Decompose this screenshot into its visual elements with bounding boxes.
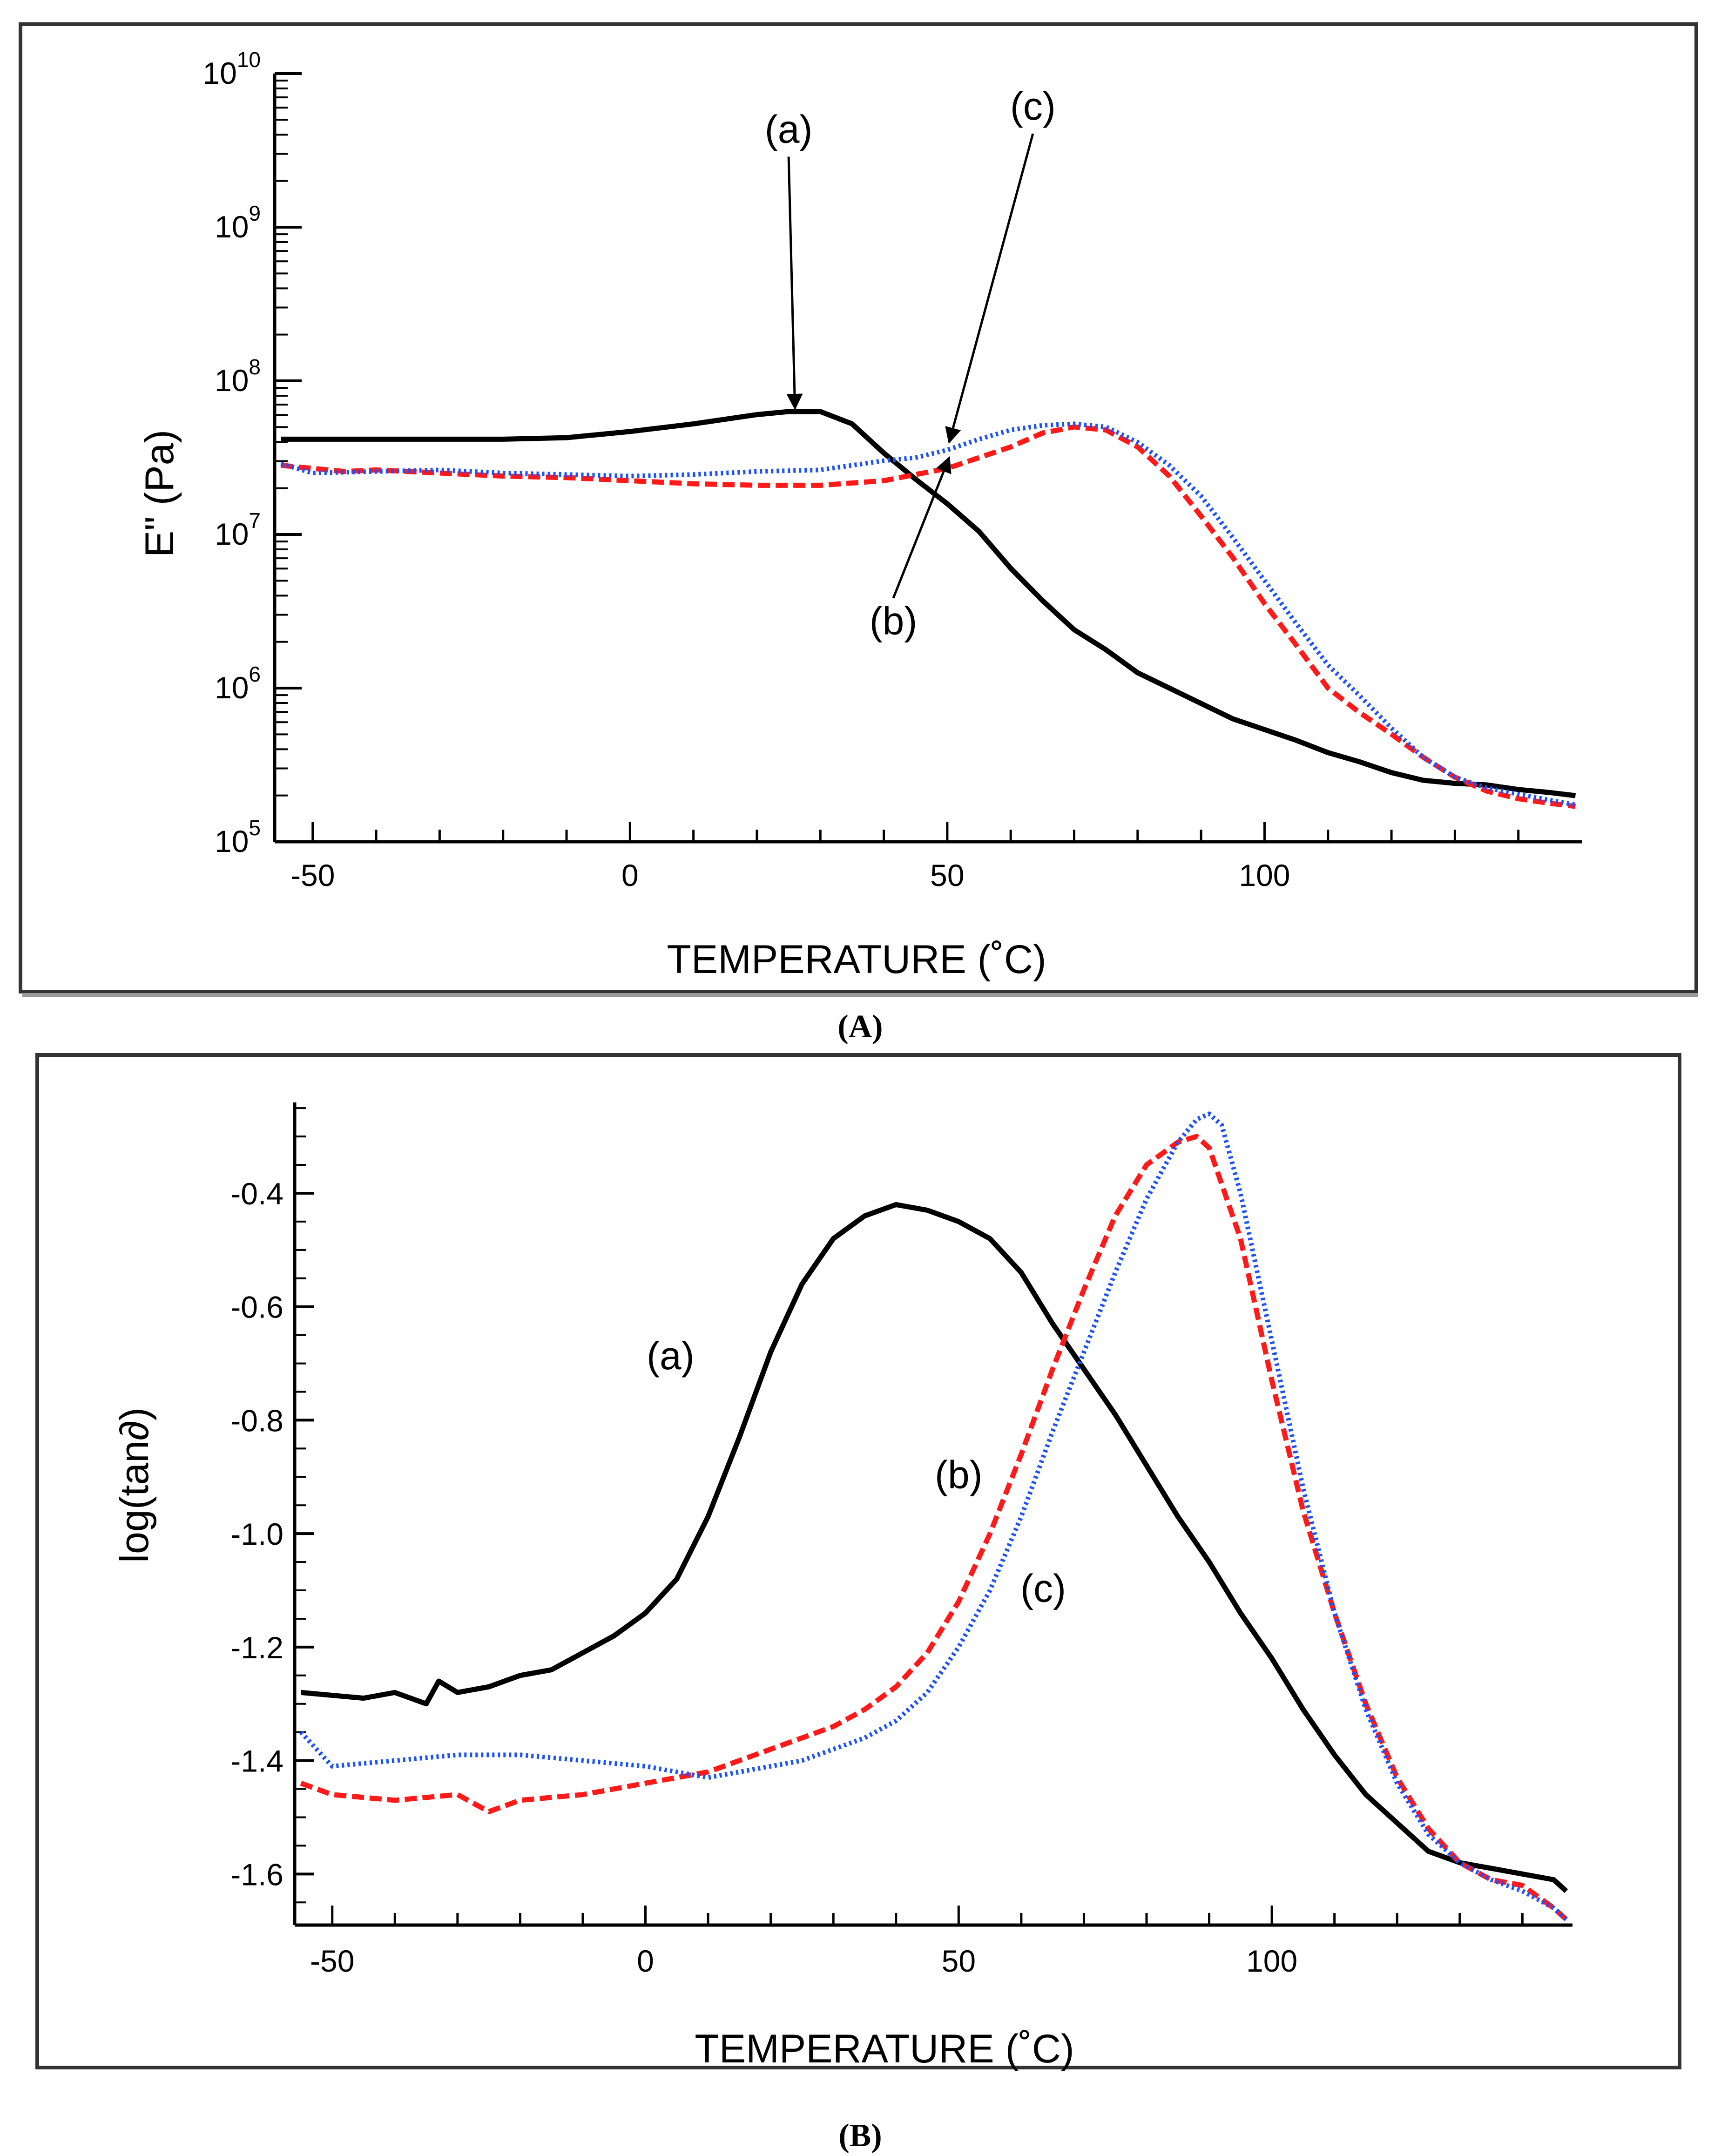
chart-b-y-tick-label-1-0: -1.0 xyxy=(230,1517,283,1551)
chart-b-y-tick-label-0-4: -0.4 xyxy=(230,1176,283,1211)
chart-b-y-tick-label-1-4: -1.4 xyxy=(230,1744,283,1778)
panel-a-frame xyxy=(19,22,1698,994)
chart-a-x-label: TEMPERATURE (˚C) xyxy=(667,937,1046,982)
chart-a-y-tick-label-8: 108 xyxy=(215,355,261,398)
chart-b-annotation-c: (c) xyxy=(1020,1566,1066,1610)
chart-a-annotation-c: (c) xyxy=(1010,84,1056,128)
chart-a-y-tick-label-10: 1010 xyxy=(202,47,261,90)
chart-b-x-label: TEMPERATURE (˚C) xyxy=(695,2027,1074,2071)
chart-a-annotation-b: (b) xyxy=(870,599,918,643)
panel-b-label: (B) xyxy=(838,2118,882,2154)
chart-b-y-label: log(tan∂) xyxy=(112,1407,157,1563)
chart-b-x-tick-label-0: 0 xyxy=(637,1944,654,1978)
panel-b: -0.4 -0.6 -0.8 -1.0 -1.2 -1.4 -1.6 -50 0 50 100 (a)… xyxy=(35,1053,1681,2071)
chart-b-y-tick-label-0-8: -0.8 xyxy=(230,1403,283,1438)
chart-b-y-tick-label-1-2: -1.2 xyxy=(230,1630,283,1665)
panel-a: 105 106 107 108 109 1010 -50 0 50 100 (a) (c) (b) TE… xyxy=(19,22,1698,997)
chart-a-series-c xyxy=(280,421,1576,807)
chart-a-y-tick-label-9: 109 xyxy=(215,201,261,244)
chart-b-series-a xyxy=(301,1202,1568,1893)
chart-a-x-tick-label-100: 100 xyxy=(1239,858,1290,892)
chart-a-series-b xyxy=(281,424,1576,809)
chart-a-x-tick-label-50: 50 xyxy=(930,858,964,892)
panel-a-label: (A) xyxy=(837,1009,883,1045)
chart-a-annotation-a: (a) xyxy=(765,108,813,151)
panel-b-frame xyxy=(35,1053,1681,2069)
chart-a-x-tick-label-0: 0 xyxy=(621,858,639,892)
chart-b-series-b xyxy=(300,1134,1568,1921)
chart-b-annotation-a: (a) xyxy=(647,1334,695,1378)
chart-a-annotation-arrow-c xyxy=(945,133,1034,444)
chart-b-x-tick-label-50: -50 xyxy=(310,1944,354,1978)
chart-b-x-tick-label-100: 100 xyxy=(1246,1944,1297,1978)
chart-a-y-tick-label-6: 106 xyxy=(215,662,261,705)
chart-b-y-tick-label-0-6: -0.6 xyxy=(230,1290,283,1325)
chart-a-x-tick-label-50: -50 xyxy=(290,858,335,892)
chart-b-x-tick-label-50: 50 xyxy=(942,1944,976,1978)
chart-a: 105 106 107 108 109 1010 -50 0 50 100 (a) (c) (b) xyxy=(202,47,1582,892)
chart-b-series-c xyxy=(299,1111,1568,1921)
chart-a-y-tick-label-7: 107 xyxy=(215,508,261,551)
chart-a-annotation-arrow-a xyxy=(786,156,803,410)
chart-b-annotation-b: (b) xyxy=(935,1453,983,1497)
chart-a-y-tick-label-5: 105 xyxy=(215,816,261,858)
chart-a-series-a xyxy=(281,409,1576,798)
chart-a-y-label: E" (Pa) xyxy=(137,430,182,557)
chart-b-y-tick-label-1-6: -1.6 xyxy=(230,1857,283,1892)
chart-a-annotation-arrow-b xyxy=(892,456,952,599)
chart-b: -0.4 -0.6 -0.8 -1.0 -1.2 -1.4 -1.6 -50 0 50 100 (a)… xyxy=(230,1102,1573,1978)
